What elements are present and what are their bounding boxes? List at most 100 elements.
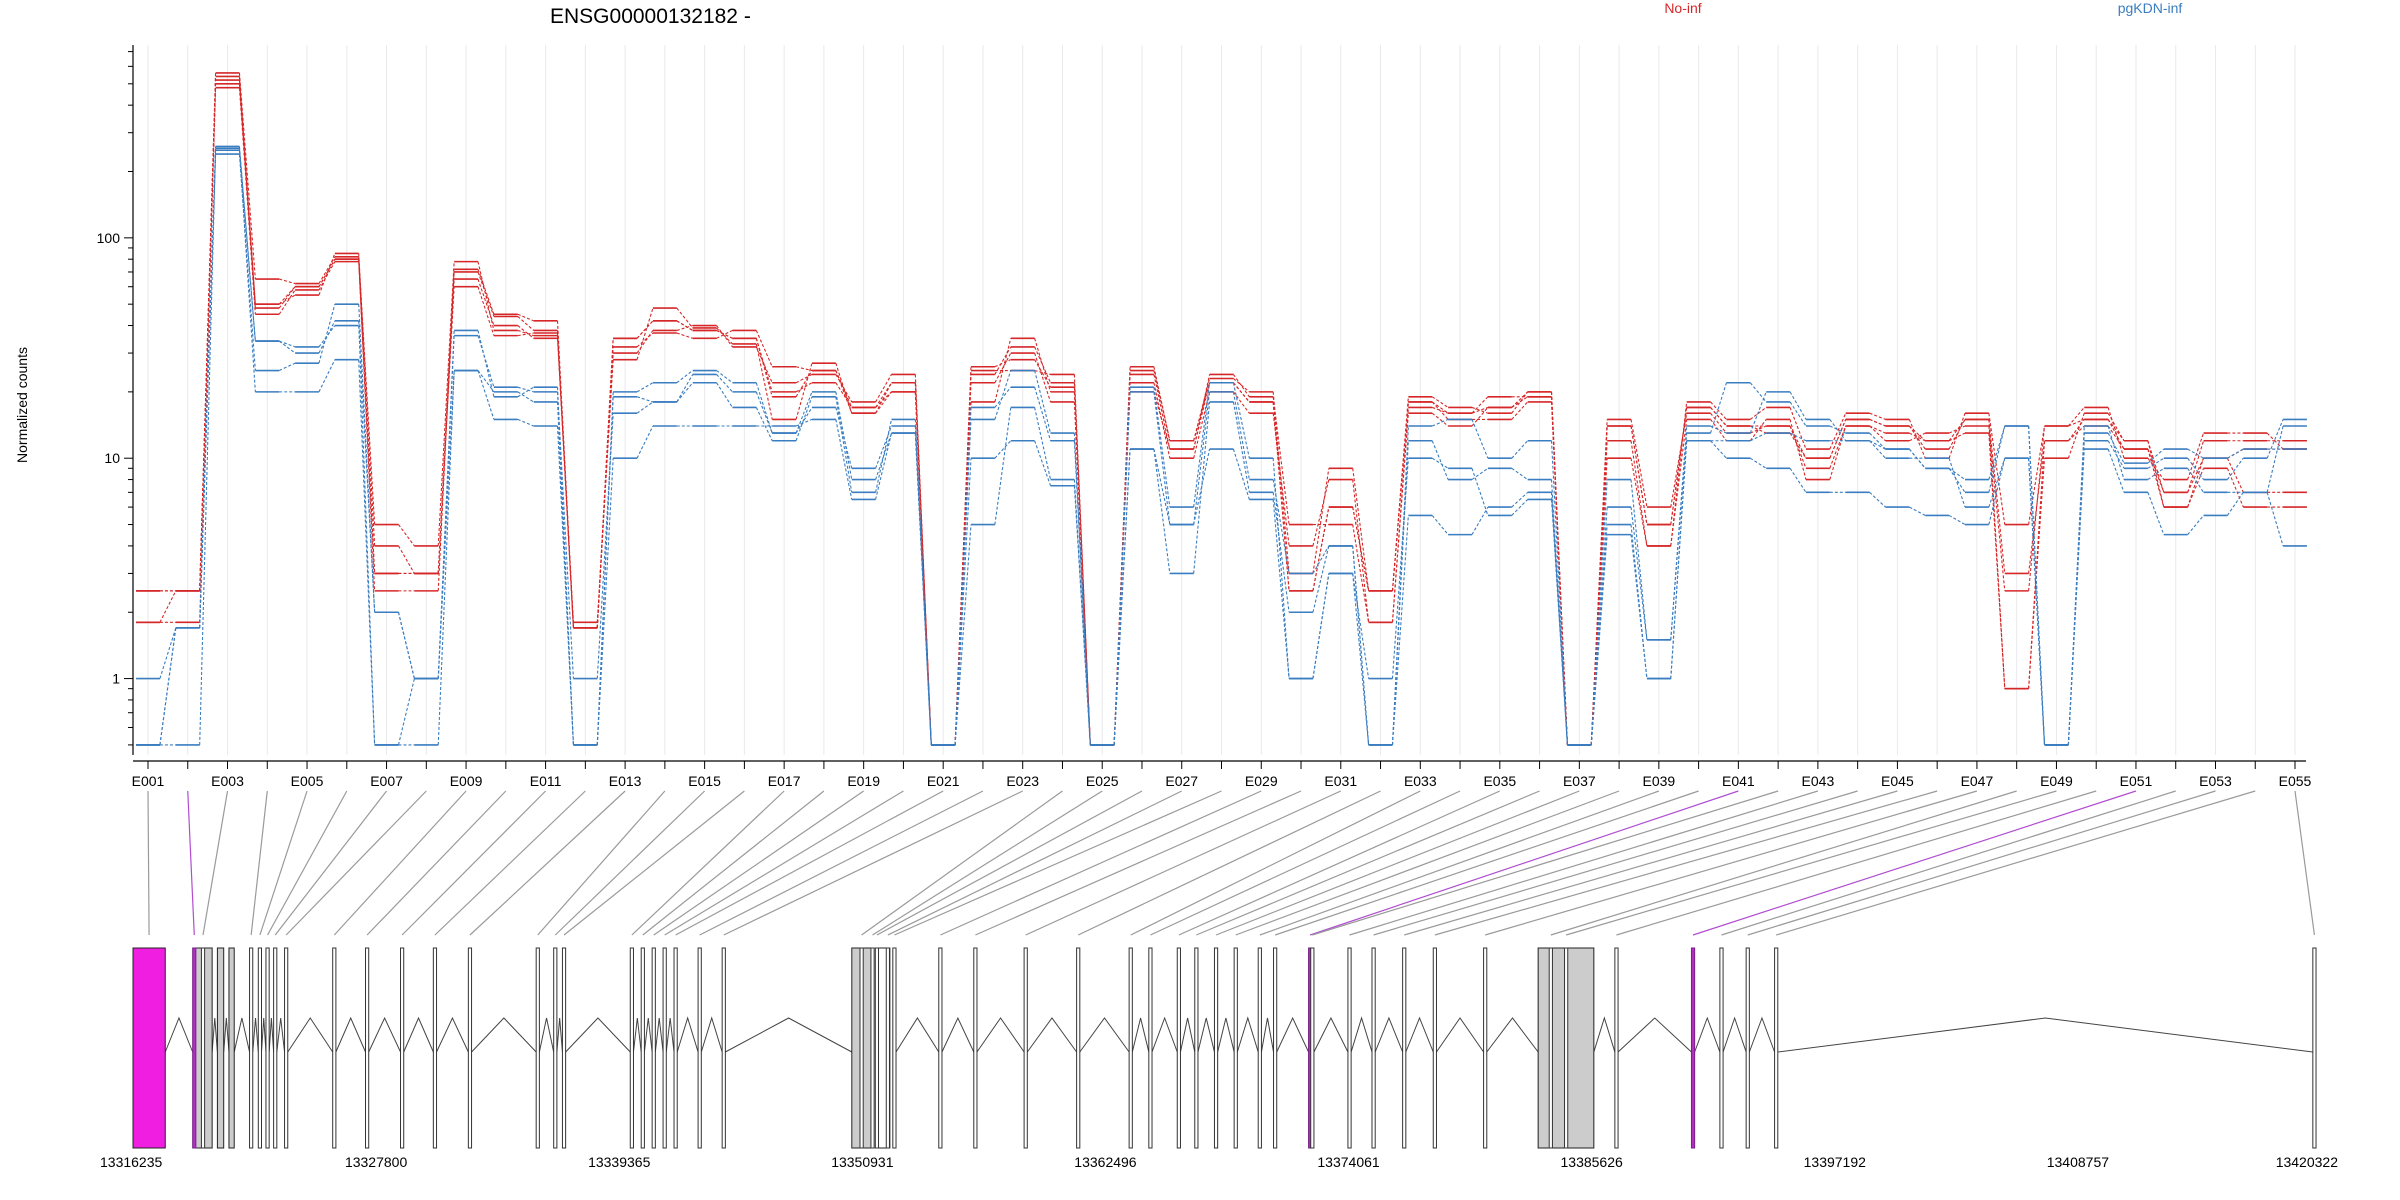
series-connector <box>437 286 455 574</box>
series-connector <box>477 370 495 420</box>
exon-tick-label: E053 <box>2199 773 2232 789</box>
series-connector <box>2107 412 2125 442</box>
series-connector <box>2187 440 2205 493</box>
series-connector <box>994 370 1012 420</box>
series-connector <box>2266 492 2284 547</box>
series-connector <box>2187 457 2205 493</box>
series-connector <box>1352 545 1370 745</box>
series-connector <box>795 370 813 398</box>
series-connector <box>517 391 534 403</box>
exon-connector <box>274 790 388 936</box>
series-connector <box>1670 401 1688 546</box>
exon-tick-label: E009 <box>450 773 483 789</box>
series-connector <box>1272 479 1290 574</box>
series-connector <box>1232 391 1250 414</box>
series-connector <box>795 418 813 427</box>
series-connector <box>2147 492 2165 535</box>
intron <box>676 1016 699 1053</box>
series-connector <box>517 313 534 322</box>
series-connector <box>1432 406 1449 414</box>
exon-connector <box>1274 790 1699 936</box>
series-connector <box>716 325 733 348</box>
series-connector <box>2226 492 2244 516</box>
exon-connector <box>1025 790 1342 936</box>
legend-pgkdn-inf: pgKDN-inf <box>2118 0 2183 16</box>
series-connector <box>1471 506 1489 535</box>
series-connector <box>716 374 733 393</box>
series-connector <box>1749 382 1767 403</box>
series-connector <box>1749 391 1767 434</box>
series-connector <box>1193 378 1211 441</box>
exon-connector <box>250 790 268 936</box>
genomic-tick-label: 13385626 <box>1561 1154 1624 1170</box>
series-connector <box>1391 458 1409 679</box>
genomic-tick-label: 13374061 <box>1317 1154 1380 1170</box>
genomic-tick-label: 13420322 <box>2276 1154 2339 1170</box>
series-connector <box>517 329 534 337</box>
series-connector <box>517 325 535 339</box>
series-connector <box>994 386 1012 408</box>
series-connector <box>1948 458 1966 508</box>
exon-box <box>273 947 278 1149</box>
exon-connector <box>1776 790 2256 936</box>
exon-connector <box>887 790 1183 936</box>
series-connector <box>1431 412 1449 427</box>
exon-connector <box>642 790 825 936</box>
series-connector <box>1511 491 1529 508</box>
series-connector <box>2187 458 2205 508</box>
series-connector <box>2068 418 2085 427</box>
intron <box>1374 1016 1404 1053</box>
series-connector <box>636 382 654 393</box>
series-connector <box>1471 396 1489 414</box>
exon-box <box>1347 947 1352 1149</box>
series-connector <box>716 329 733 339</box>
series-connector <box>1988 425 2006 493</box>
intron <box>1179 1017 1196 1053</box>
intron <box>632 1017 642 1053</box>
series-connector <box>1948 514 1966 526</box>
series-connector <box>556 332 574 628</box>
exon-box <box>257 947 263 1149</box>
series-connector <box>1789 391 1807 420</box>
intron <box>895 1017 940 1053</box>
series-connector <box>1153 391 1171 525</box>
series-connector <box>1670 440 1688 679</box>
series-8 <box>136 147 2307 746</box>
series-connector <box>2187 515 2204 535</box>
series-connector <box>318 325 336 348</box>
series-connector <box>1789 467 1807 493</box>
series-connector <box>199 83 217 591</box>
exon-box <box>1233 947 1238 1149</box>
series-connector <box>1391 407 1409 623</box>
intron <box>368 1016 401 1053</box>
series-connector <box>437 330 455 679</box>
series-connector <box>1909 506 1926 516</box>
series-connector <box>2147 457 2165 480</box>
series-connector <box>755 338 773 397</box>
intron <box>1236 1016 1259 1053</box>
exon-box <box>1745 947 1750 1149</box>
series-connector <box>1511 440 1529 459</box>
series-connector <box>994 346 1012 375</box>
intron <box>403 1016 434 1053</box>
intron <box>436 1016 469 1053</box>
intron <box>1079 1017 1130 1053</box>
series-connector <box>1789 425 1807 459</box>
exon-tick-label: E023 <box>1006 773 1039 789</box>
exon-connector <box>1259 790 1660 936</box>
series-connector <box>875 432 893 500</box>
series-connector <box>1431 401 1449 420</box>
intron <box>1131 1017 1150 1053</box>
exon-box <box>1076 947 1081 1149</box>
exon-connector <box>401 790 547 936</box>
exon-axis: E001 E003 E005 E007 E009 E011 E013 E015 E017 E019… <box>132 760 2312 789</box>
intron <box>1694 1016 1721 1053</box>
exon-connector <box>1196 790 1540 936</box>
series-connector <box>716 327 733 345</box>
series-connector <box>636 307 654 360</box>
exon-connector <box>333 790 467 936</box>
exon-connector <box>861 790 1063 936</box>
exon-box <box>265 947 270 1149</box>
exon-connector <box>1692 790 2137 936</box>
series-connector <box>2028 458 2046 745</box>
